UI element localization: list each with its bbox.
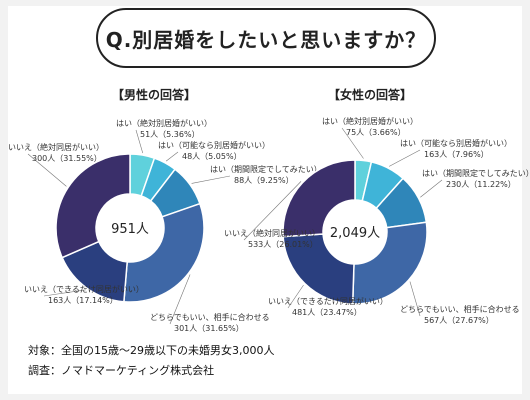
slice-value-0-4: 163人（17.14%）: [48, 296, 118, 305]
leader-line-0-1: [165, 151, 179, 162]
leader-line-0-3: [169, 274, 191, 325]
leader-line-1-5: [243, 181, 302, 241]
leader-line-0-2: [191, 175, 231, 184]
slice-value-1-2: 230人（11.22%）: [446, 180, 516, 189]
leader-line-1-4: [287, 284, 304, 309]
slice-value-0-3: 301人（31.65%）: [174, 324, 244, 333]
slice-1-4: [282, 233, 355, 305]
leader-line-1-1: [389, 149, 421, 167]
slice-0-5: [55, 153, 131, 259]
slice-label-0-5: いいえ（絶対同居がいい）: [8, 142, 104, 152]
slice-value-0-1: 48人（5.05%）: [182, 152, 242, 161]
slice-label-1-1: はい（可能なら別居婚がいい）: [400, 138, 512, 148]
slice-value-1-3: 567人（27.67%）: [424, 316, 494, 325]
slice-label-0-0: はい（絶対別居婚がいい）: [116, 118, 212, 128]
slice-label-1-0: はい（絶対別居婚がいい）: [322, 116, 418, 126]
slice-1-3: [351, 221, 428, 305]
slice-value-1-0: 75人（3.66%）: [346, 128, 406, 137]
female-panel-title: 【女性の回答】: [328, 88, 413, 102]
slice-value-1-1: 163人（7.96%）: [424, 150, 489, 159]
slice-label-0-4: いいえ（できるだけ同居がいい）: [24, 284, 144, 294]
footer-survey: 調査：ノマドマーケティング株式会社: [28, 364, 215, 377]
center-total-0: 951人: [111, 222, 149, 237]
leader-line-0-0: [135, 129, 144, 154]
slice-label-1-3: どちらでもいい、相手に合わせる: [400, 304, 520, 314]
slice-label-1-2: はい（期間限定でしてみたい）: [422, 168, 530, 178]
slice-label-0-3: どちらでもいい、相手に合わせる: [150, 312, 270, 322]
male-panel-title: 【男性の回答】: [112, 88, 197, 102]
slice-label-0-2: はい（期間限定でしてみたい）: [210, 164, 322, 174]
slice-label-0-1: はい（可能なら別居婚がいい）: [158, 140, 270, 150]
slice-value-1-5: 533人（26.01%）: [248, 240, 318, 249]
slice-value-0-5: 300人（31.55%）: [32, 154, 102, 163]
slice-0-3: [123, 202, 205, 303]
footer-target: 対象：全国の15歳〜29歳以下の未婚男女3,000人: [28, 344, 275, 357]
leader-line-1-3: [409, 281, 421, 317]
leader-line-0-5: [27, 153, 67, 187]
slice-1-5: [282, 159, 356, 238]
slice-value-0-0: 51人（5.36%）: [140, 130, 200, 139]
leader-line-0-4: [43, 289, 86, 297]
slice-label-1-5: いいえ（絶対同居がいい）: [224, 228, 320, 238]
slice-value-0-2: 88人（9.25%）: [234, 176, 294, 185]
slice-value-1-4: 481人（23.47%）: [292, 308, 362, 317]
center-total-1: 2,049人: [330, 226, 380, 241]
question-title: Q.別居婚をしたいと思いますか？: [96, 8, 436, 68]
slice-label-1-4: いいえ（できるだけ同居がいい）: [268, 296, 388, 306]
leader-line-1-2: [420, 179, 443, 198]
leader-line-1-0: [341, 127, 364, 159]
